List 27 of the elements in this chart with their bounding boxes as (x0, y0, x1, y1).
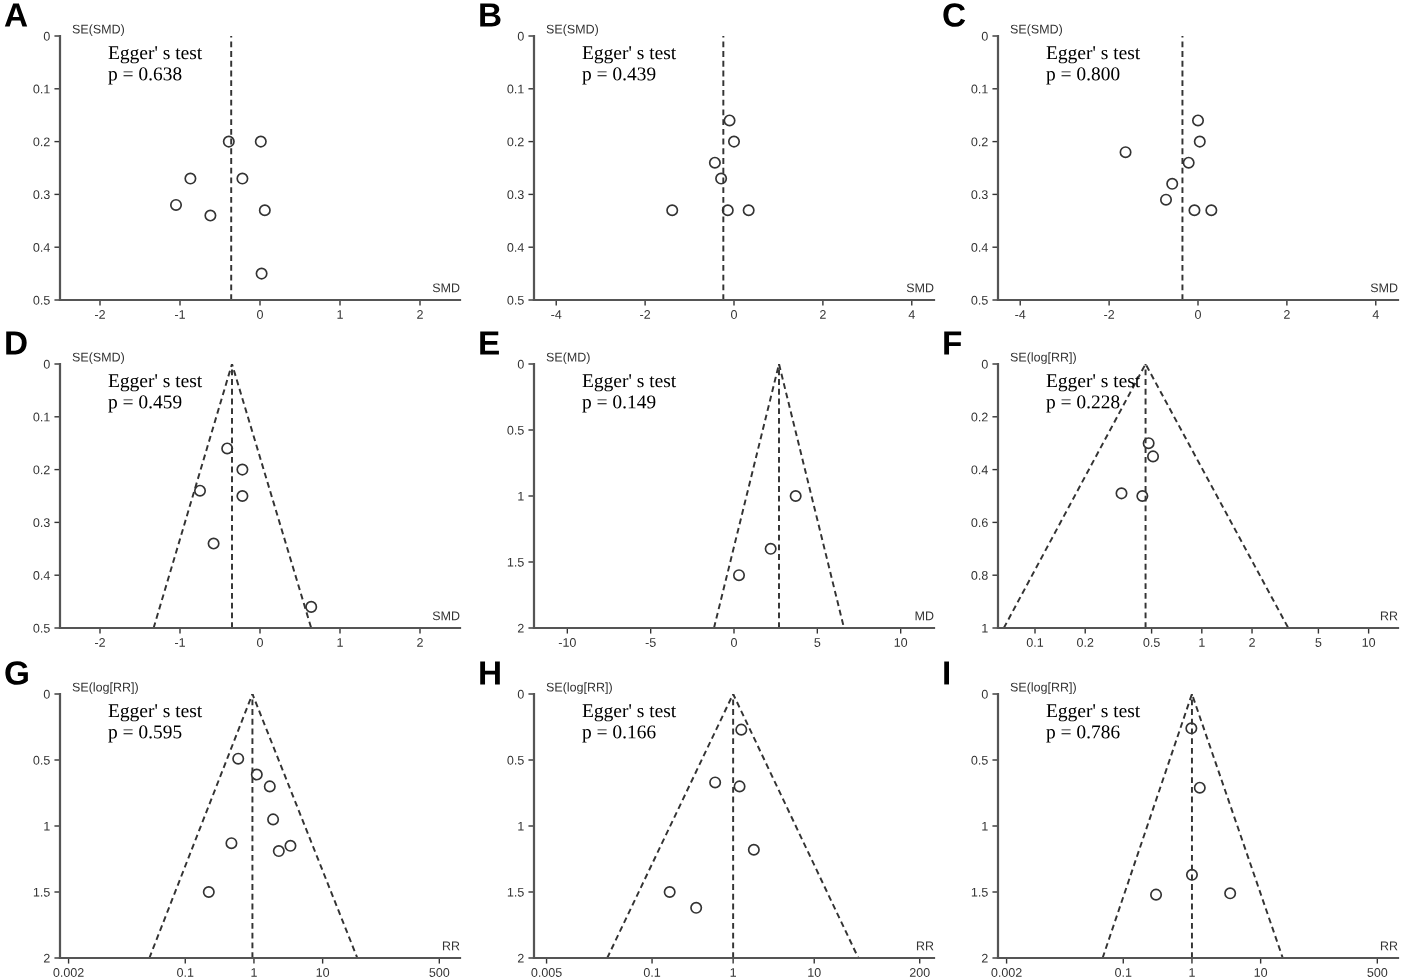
annotation: p = 0.459 (108, 395, 182, 413)
annotation: p = 0.638 (108, 67, 182, 85)
chart-title: F (944, 331, 962, 355)
annotation: p = 0.228 (1046, 395, 1120, 413)
annotation: Egger' s test (108, 374, 203, 392)
annotation: Egger' s test (1046, 704, 1141, 722)
chart-title: E (480, 331, 499, 355)
chart-title: A (4, 3, 28, 27)
annotation: p = 0.786 (1046, 725, 1120, 743)
annotation: Egger' s test (1046, 46, 1141, 64)
chart-title: H (480, 661, 500, 685)
annotation: p = 0.439 (582, 67, 656, 85)
chart-title: C (943, 3, 966, 27)
chart-title: G (5, 661, 28, 685)
annotation: p = 0.800 (1046, 67, 1120, 85)
annotation: p = 0.149 (582, 395, 656, 413)
chart-title: B (480, 3, 501, 27)
chart-title: D (6, 331, 27, 355)
annotation: Egger' s test (1046, 374, 1141, 392)
annotation: Egger' s test (582, 374, 677, 392)
annotation: p = 0.166 (582, 725, 656, 743)
annotation: Egger' s test (582, 704, 677, 722)
annotation: p = 0.595 (108, 725, 182, 743)
chart-title: I (944, 661, 950, 685)
annotation: Egger' s test (108, 46, 203, 64)
annotation: Egger' s test (582, 46, 677, 64)
annotation: Egger' s test (108, 704, 203, 722)
